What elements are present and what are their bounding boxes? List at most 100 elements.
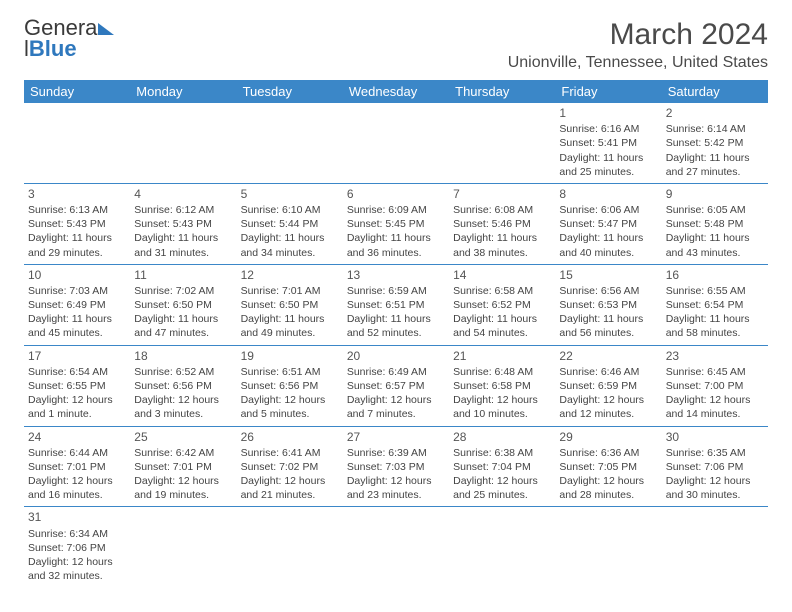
calendar-cell: 22Sunrise: 6:46 AMSunset: 6:59 PMDayligh… [555, 345, 661, 426]
day-detail: Sunrise: 6:41 AM [241, 446, 339, 460]
day-detail: and 23 minutes. [347, 488, 445, 502]
day-detail: and 49 minutes. [241, 326, 339, 340]
day-detail: Sunset: 5:41 PM [559, 136, 657, 150]
day-number: 25 [134, 429, 232, 445]
header: GeneralBlue March 2024 Unionville, Tenne… [24, 18, 768, 72]
calendar-cell: 24Sunrise: 6:44 AMSunset: 7:01 PMDayligh… [24, 426, 130, 507]
calendar-cell: 6Sunrise: 6:09 AMSunset: 5:45 PMDaylight… [343, 183, 449, 264]
day-detail: and 34 minutes. [241, 246, 339, 260]
day-number: 8 [559, 186, 657, 202]
day-detail: Sunset: 6:53 PM [559, 298, 657, 312]
day-number: 13 [347, 267, 445, 283]
day-detail: Sunrise: 6:42 AM [134, 446, 232, 460]
col-thursday: Thursday [449, 80, 555, 103]
day-detail: Sunrise: 6:56 AM [559, 284, 657, 298]
day-detail: Sunrise: 6:58 AM [453, 284, 551, 298]
calendar-cell: 5Sunrise: 6:10 AMSunset: 5:44 PMDaylight… [237, 183, 343, 264]
day-detail: and 27 minutes. [666, 165, 764, 179]
calendar-cell: 29Sunrise: 6:36 AMSunset: 7:05 PMDayligh… [555, 426, 661, 507]
day-detail: Sunset: 7:06 PM [666, 460, 764, 474]
calendar-cell: 2Sunrise: 6:14 AMSunset: 5:42 PMDaylight… [662, 103, 768, 183]
day-detail: and 29 minutes. [28, 246, 126, 260]
day-detail: Sunset: 7:00 PM [666, 379, 764, 393]
day-detail: Sunrise: 6:16 AM [559, 122, 657, 136]
day-detail: Daylight: 12 hours [28, 555, 126, 569]
day-number: 10 [28, 267, 126, 283]
day-detail: Sunrise: 6:46 AM [559, 365, 657, 379]
day-number: 9 [666, 186, 764, 202]
day-number: 7 [453, 186, 551, 202]
day-detail: Sunset: 6:50 PM [241, 298, 339, 312]
day-number: 11 [134, 267, 232, 283]
day-detail: Sunrise: 6:45 AM [666, 365, 764, 379]
day-detail: Daylight: 11 hours [241, 231, 339, 245]
day-detail: Sunrise: 6:49 AM [347, 365, 445, 379]
day-detail: Daylight: 12 hours [134, 393, 232, 407]
day-detail: Daylight: 11 hours [559, 312, 657, 326]
calendar-cell: 15Sunrise: 6:56 AMSunset: 6:53 PMDayligh… [555, 264, 661, 345]
calendar-row: 17Sunrise: 6:54 AMSunset: 6:55 PMDayligh… [24, 345, 768, 426]
calendar-cell: 27Sunrise: 6:39 AMSunset: 7:03 PMDayligh… [343, 426, 449, 507]
day-detail: and 58 minutes. [666, 326, 764, 340]
day-detail: Sunrise: 7:01 AM [241, 284, 339, 298]
day-detail: and 30 minutes. [666, 488, 764, 502]
day-detail: Sunset: 7:02 PM [241, 460, 339, 474]
day-detail: Daylight: 11 hours [666, 151, 764, 165]
day-detail: Sunset: 5:47 PM [559, 217, 657, 231]
day-detail: Daylight: 12 hours [453, 474, 551, 488]
calendar-cell: 7Sunrise: 6:08 AMSunset: 5:46 PMDaylight… [449, 183, 555, 264]
day-detail: Sunset: 7:04 PM [453, 460, 551, 474]
day-detail: Daylight: 11 hours [666, 312, 764, 326]
calendar-cell [237, 507, 343, 587]
day-detail: and 56 minutes. [559, 326, 657, 340]
calendar-cell: 10Sunrise: 7:03 AMSunset: 6:49 PMDayligh… [24, 264, 130, 345]
calendar-cell [449, 507, 555, 587]
day-detail: Sunset: 5:43 PM [28, 217, 126, 231]
day-number: 20 [347, 348, 445, 364]
page-title: March 2024 [508, 18, 768, 52]
calendar-cell: 26Sunrise: 6:41 AMSunset: 7:02 PMDayligh… [237, 426, 343, 507]
day-detail: Sunrise: 6:38 AM [453, 446, 551, 460]
day-number: 2 [666, 105, 764, 121]
day-number: 28 [453, 429, 551, 445]
day-number: 24 [28, 429, 126, 445]
day-number: 6 [347, 186, 445, 202]
day-number: 14 [453, 267, 551, 283]
calendar-cell: 1Sunrise: 6:16 AMSunset: 5:41 PMDaylight… [555, 103, 661, 183]
day-detail: Daylight: 12 hours [559, 474, 657, 488]
day-number: 3 [28, 186, 126, 202]
day-detail: Sunset: 6:58 PM [453, 379, 551, 393]
day-number: 4 [134, 186, 232, 202]
day-detail: Daylight: 12 hours [453, 393, 551, 407]
day-detail: and 16 minutes. [28, 488, 126, 502]
day-detail: Sunrise: 7:02 AM [134, 284, 232, 298]
day-detail: Daylight: 11 hours [134, 231, 232, 245]
day-detail: and 28 minutes. [559, 488, 657, 502]
calendar-cell [130, 103, 236, 183]
day-detail: Sunrise: 6:05 AM [666, 203, 764, 217]
col-tuesday: Tuesday [237, 80, 343, 103]
day-detail: Sunrise: 6:59 AM [347, 284, 445, 298]
day-detail: Sunrise: 6:54 AM [28, 365, 126, 379]
calendar-cell: 12Sunrise: 7:01 AMSunset: 6:50 PMDayligh… [237, 264, 343, 345]
calendar-row: 10Sunrise: 7:03 AMSunset: 6:49 PMDayligh… [24, 264, 768, 345]
day-detail: Sunset: 5:44 PM [241, 217, 339, 231]
day-detail: Daylight: 11 hours [453, 231, 551, 245]
day-detail: Daylight: 11 hours [28, 231, 126, 245]
day-number: 17 [28, 348, 126, 364]
day-detail: Sunrise: 6:51 AM [241, 365, 339, 379]
day-detail: Sunset: 7:01 PM [134, 460, 232, 474]
day-detail: and 43 minutes. [666, 246, 764, 260]
day-detail: Daylight: 11 hours [347, 231, 445, 245]
calendar-cell: 16Sunrise: 6:55 AMSunset: 6:54 PMDayligh… [662, 264, 768, 345]
day-number: 18 [134, 348, 232, 364]
calendar-cell [555, 507, 661, 587]
day-detail: and 54 minutes. [453, 326, 551, 340]
calendar-cell: 19Sunrise: 6:51 AMSunset: 6:56 PMDayligh… [237, 345, 343, 426]
calendar-cell: 23Sunrise: 6:45 AMSunset: 7:00 PMDayligh… [662, 345, 768, 426]
calendar-cell: 8Sunrise: 6:06 AMSunset: 5:47 PMDaylight… [555, 183, 661, 264]
page-subtitle: Unionville, Tennessee, United States [508, 54, 768, 72]
day-number: 16 [666, 267, 764, 283]
day-number: 12 [241, 267, 339, 283]
calendar-body: 1Sunrise: 6:16 AMSunset: 5:41 PMDaylight… [24, 103, 768, 587]
